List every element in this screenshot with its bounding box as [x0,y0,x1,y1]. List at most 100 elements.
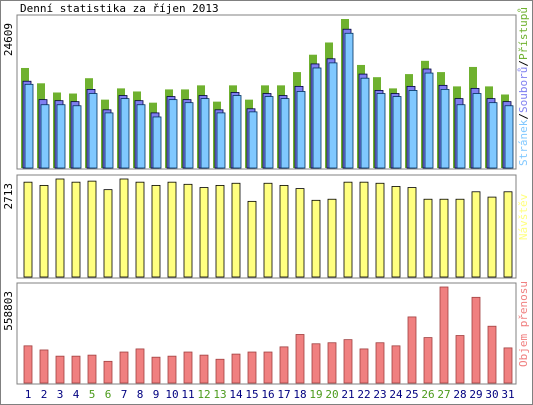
bar [39,349,49,384]
bar [376,93,386,169]
x-tick-label: 18 [293,388,306,401]
x-tick-label: 31 [501,388,514,401]
bar [391,345,401,384]
x-tick-label: 29 [469,388,482,401]
bar [119,351,129,384]
bar [328,62,338,169]
bar [295,334,305,384]
bar [39,184,49,278]
bar [247,351,257,384]
bar [327,198,337,278]
x-tick-label: 27 [437,388,450,401]
bar [183,351,193,384]
bar [312,67,322,169]
x-tick-label: 25 [405,388,418,401]
x-tick-label: 9 [153,388,160,401]
chart-title: Denní statistika za říjen 2013 [20,2,219,15]
bar [71,355,81,384]
bar [359,181,369,278]
x-tick-label: 28 [453,388,466,401]
bar [199,354,209,384]
x-tick-label: 4 [73,388,80,401]
bar [311,199,321,278]
bar [88,93,98,169]
x-tick-label: 21 [341,388,354,401]
legend-entry: Objem přenosu [517,281,530,367]
x-tick-label: 11 [181,388,194,401]
bar [359,348,369,384]
bar [279,346,289,384]
x-tick-label: 17 [277,388,290,401]
bar [263,351,273,384]
bar [456,104,466,169]
x-tick-label: 12 [197,388,210,401]
bar [391,186,401,278]
panel-frame [16,282,517,385]
x-tick-label: 22 [357,388,370,401]
bar [407,316,417,384]
x-tick-label: 6 [105,388,112,401]
bar [103,360,113,384]
x-tick-label: 7 [121,388,128,401]
bar [215,358,225,384]
bar [55,178,65,278]
panel-frame [16,14,517,170]
legend: Návštěv [517,193,530,240]
bar [200,98,210,169]
bar [423,198,433,278]
bar [423,337,433,384]
bar [231,353,241,384]
bar [87,180,97,278]
bar [296,91,306,169]
bar [167,181,177,278]
bar [135,348,145,384]
bar [488,102,498,169]
legend-entry: Stránek [517,119,530,166]
bar [375,342,385,384]
x-tick-label: 16 [261,388,274,401]
bar [40,104,50,169]
x-tick-label: 24 [389,388,403,401]
bar [407,187,417,278]
bar [72,105,82,169]
bar [343,181,353,278]
y-tick-label: 24609 [2,23,15,56]
bar [295,188,305,278]
legend-entry: Návštěv [517,193,530,240]
legend-separator: / [517,60,530,67]
bar [264,96,274,169]
legend-entry: Souborů [517,67,530,113]
bar [215,184,225,278]
bar [232,95,242,169]
bar [279,184,289,278]
panel-frame [16,174,517,279]
bar [471,296,481,384]
bar [439,286,449,384]
bar [503,191,513,278]
bar [231,182,241,278]
bar [167,355,177,384]
bar [247,200,257,278]
bar [408,90,418,169]
x-tick-label: 13 [213,388,226,401]
y-tick-label: 2713 [2,183,15,210]
bar [120,98,130,169]
bar [119,178,129,278]
x-tick-label: 10 [165,388,178,401]
legend: Objem přenosu [517,281,530,367]
bar [152,116,162,169]
legend: Stránek/Souborů/Přístupů [517,7,530,166]
legend-separator: / [517,113,530,120]
x-tick-label: 15 [245,388,258,401]
bar [360,77,370,169]
x-tick-label: 2 [41,388,48,401]
bar [263,182,273,278]
bar [455,198,465,278]
x-tick-label: 26 [421,388,434,401]
bar [151,356,161,384]
bar [487,325,497,384]
bar [471,191,481,278]
bar [104,112,114,169]
bar [503,347,513,384]
